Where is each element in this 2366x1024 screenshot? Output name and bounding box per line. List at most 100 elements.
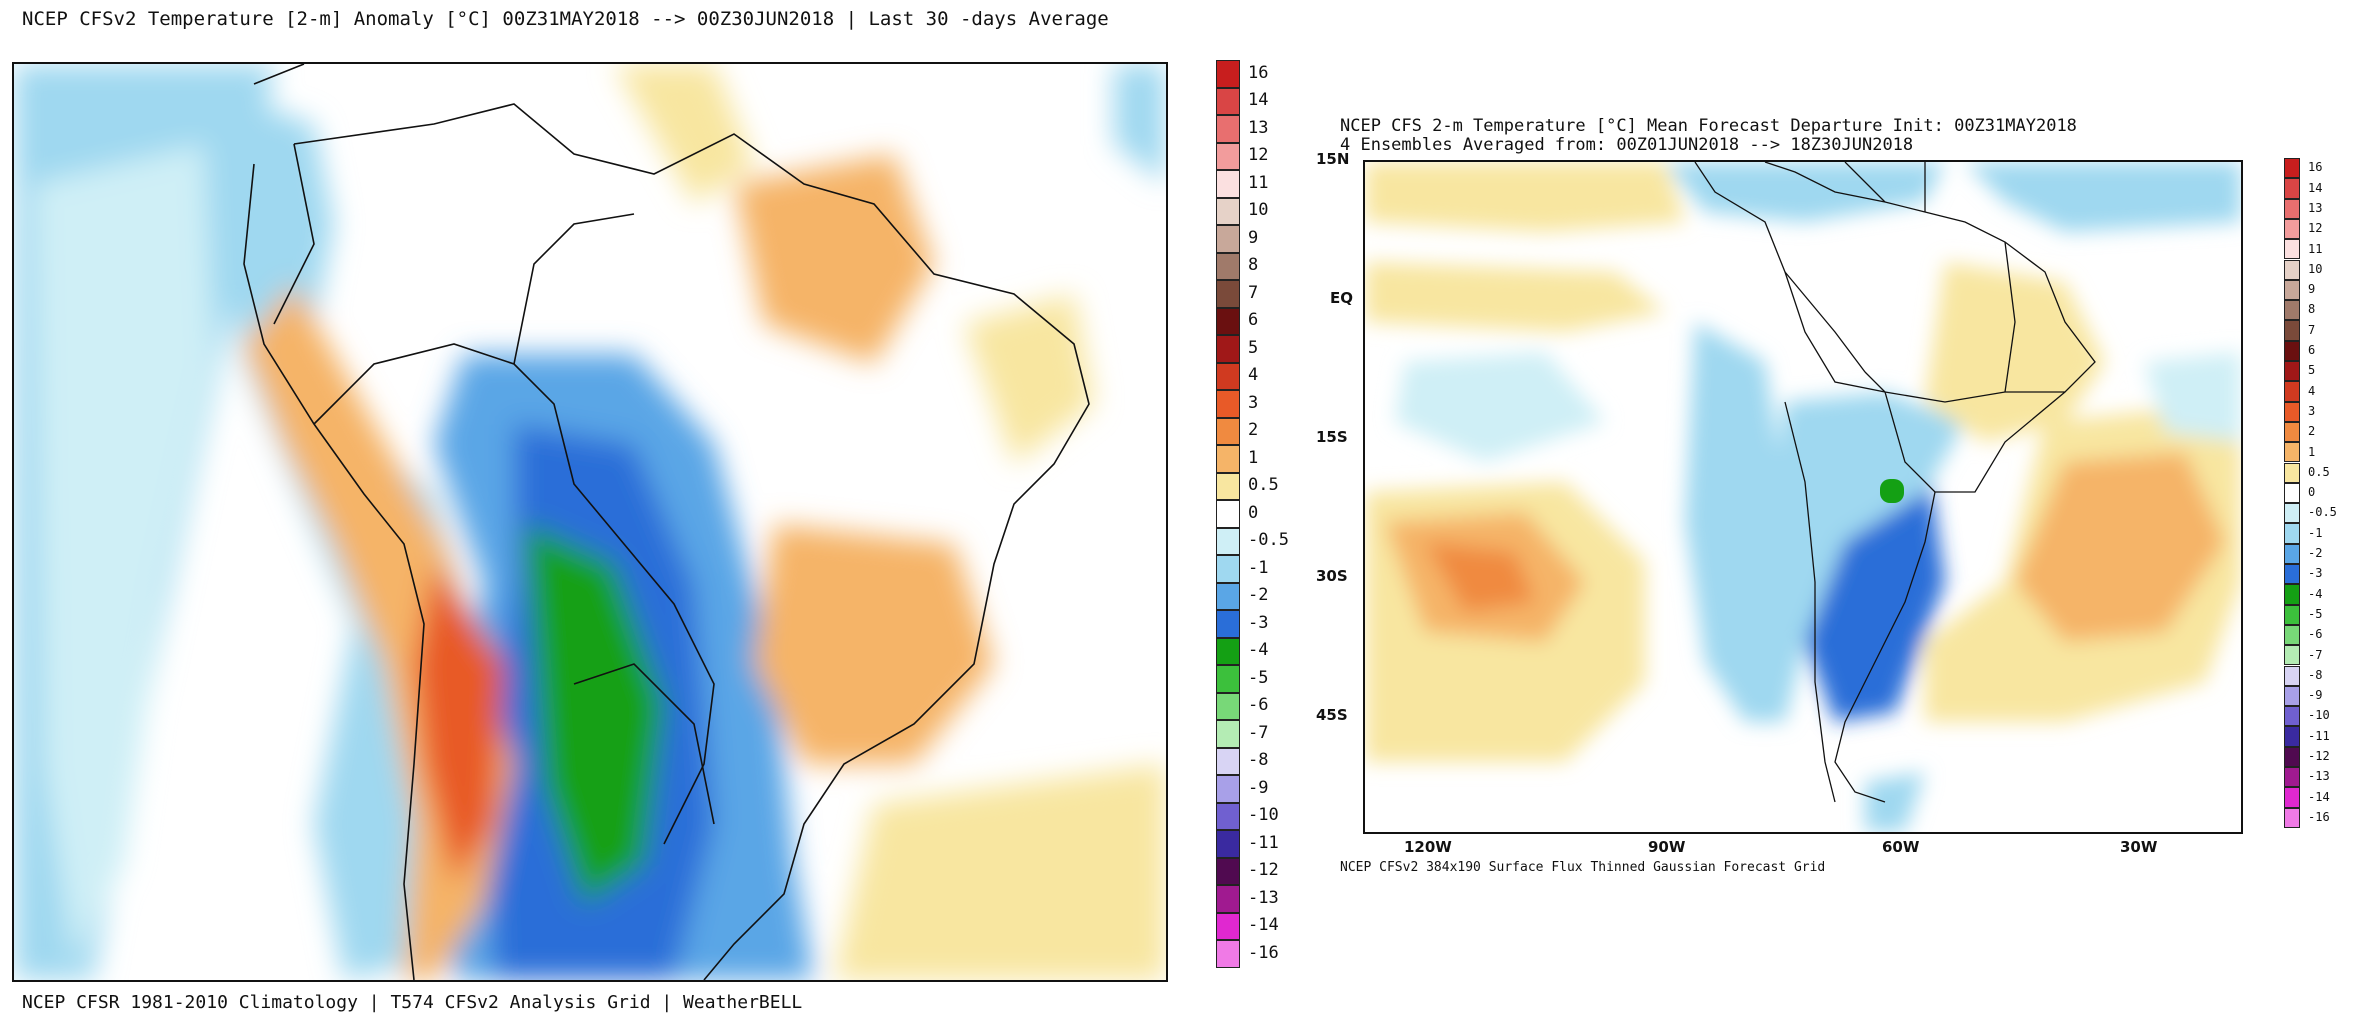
colorbar-label: 4 xyxy=(1248,365,1259,386)
colorbar-label: 10 xyxy=(2308,261,2323,276)
colorbar-label: 6 xyxy=(2308,343,2316,358)
colorbar-label: -16 xyxy=(2308,809,2330,824)
colorbar-swatch xyxy=(1216,225,1240,253)
colorbar-swatch xyxy=(2284,767,2300,788)
colorbar-label: 8 xyxy=(1248,255,1259,276)
colorbar-swatch xyxy=(1216,527,1240,555)
colorbar-label: 12 xyxy=(2308,221,2323,236)
colorbar-label: 6 xyxy=(1248,310,1259,331)
left-map-canvas xyxy=(14,64,1166,980)
colorbar-swatch xyxy=(1216,802,1240,830)
lat-label-45s: 45S xyxy=(1316,706,1348,724)
colorbar-swatch xyxy=(1216,555,1240,583)
colorbar-label: -13 xyxy=(2308,769,2330,784)
colorbar-label: 12 xyxy=(1248,145,1269,166)
colorbar-swatch xyxy=(2284,340,2300,361)
right-forecast-map xyxy=(1363,160,2243,834)
colorbar-swatch xyxy=(1216,500,1240,528)
colorbar-label: -6 xyxy=(1248,695,1269,716)
lon-label-90w: 90W xyxy=(1648,838,1686,856)
lon-label-30w: 30W xyxy=(2120,838,2158,856)
colorbar-label: -4 xyxy=(2308,586,2323,601)
colorbar-swatch xyxy=(2284,381,2300,402)
colorbar-swatch xyxy=(1216,582,1240,610)
colorbar-swatch xyxy=(2284,462,2300,483)
colorbar-swatch xyxy=(1216,87,1240,115)
colorbar-swatch xyxy=(2284,158,2300,179)
colorbar-label: -0.5 xyxy=(1248,530,1289,551)
colorbar-swatch xyxy=(1216,610,1240,638)
colorbar-label: -7 xyxy=(1248,722,1269,743)
colorbar-swatch xyxy=(2284,300,2300,321)
colorbar-swatch xyxy=(2284,604,2300,625)
colorbar-label: -0.5 xyxy=(2308,505,2337,520)
colorbar-label: -14 xyxy=(1248,915,1279,936)
colorbar-label: -7 xyxy=(2308,647,2323,662)
colorbar-swatch xyxy=(1216,472,1240,500)
colorbar-swatch xyxy=(2284,503,2300,524)
colorbar-label: -11 xyxy=(2308,728,2330,743)
colorbar-label: 11 xyxy=(1248,172,1269,193)
left-map-footer: NCEP CFSR 1981-2010 Climatology | T574 C… xyxy=(22,992,803,1013)
colorbar-label: 1 xyxy=(1248,447,1259,468)
right-map-title-line2: 4 Ensembles Averaged from: 00Z01JUN2018 … xyxy=(1340,135,1914,155)
colorbar-swatch xyxy=(1216,362,1240,390)
colorbar-label: 8 xyxy=(2308,302,2316,317)
colorbar-label: -13 xyxy=(1248,887,1279,908)
colorbar-swatch xyxy=(1216,830,1240,858)
colorbar-label: 16 xyxy=(1248,62,1269,83)
right-map-canvas xyxy=(1365,162,2241,832)
colorbar-label: -9 xyxy=(1248,777,1269,798)
colorbar-swatch xyxy=(2284,361,2300,382)
colorbar-swatch xyxy=(2284,645,2300,666)
colorbar-swatch xyxy=(1216,335,1240,363)
colorbar-swatch xyxy=(2284,543,2300,564)
colorbar-label: 2 xyxy=(2308,424,2316,439)
colorbar-swatch xyxy=(2284,706,2300,727)
colorbar-swatch xyxy=(1216,747,1240,775)
colorbar-swatch xyxy=(2284,584,2300,605)
colorbar-swatch xyxy=(2284,198,2300,219)
colorbar-label: 3 xyxy=(1248,392,1259,413)
colorbar-label: 1 xyxy=(2308,444,2316,459)
colorbar-swatch xyxy=(1216,692,1240,720)
colorbar-swatch xyxy=(1216,197,1240,225)
right-map-footer: NCEP CFSv2 384x190 Surface Flux Thinned … xyxy=(1340,860,1826,875)
colorbar-swatch xyxy=(2284,665,2300,686)
lat-label-eq: EQ xyxy=(1330,289,1353,307)
colorbar-label: -1 xyxy=(1248,557,1269,578)
colorbar-swatch xyxy=(2284,178,2300,199)
colorbar-label: 10 xyxy=(1248,200,1269,221)
lat-label-15n: 15N xyxy=(1316,150,1350,168)
colorbar-label: -2 xyxy=(1248,585,1269,606)
colorbar-label: 7 xyxy=(1248,282,1259,303)
colorbar-swatch xyxy=(1216,637,1240,665)
colorbar-swatch xyxy=(1216,775,1240,803)
colorbar-label: -12 xyxy=(1248,860,1279,881)
colorbar-swatch xyxy=(2284,442,2300,463)
colorbar-label: 13 xyxy=(2308,200,2323,215)
colorbar-swatch xyxy=(1216,940,1240,968)
colorbar-swatch xyxy=(2284,218,2300,240)
colorbar-swatch xyxy=(2284,279,2300,301)
colorbar-label: 3 xyxy=(2308,403,2316,418)
colorbar-label: -3 xyxy=(1248,612,1269,633)
colorbar-swatch xyxy=(2284,239,2300,260)
colorbar-label: 5 xyxy=(1248,337,1259,358)
colorbar-label: 4 xyxy=(2308,383,2316,398)
colorbar-label: 2 xyxy=(1248,420,1259,441)
colorbar-label: 0 xyxy=(2308,485,2316,500)
colorbar-swatch xyxy=(1216,252,1240,280)
colorbar-label: -3 xyxy=(2308,566,2323,581)
colorbar-swatch xyxy=(1216,417,1240,445)
lat-label-30s: 30S xyxy=(1316,567,1348,585)
colorbar-swatch xyxy=(2284,421,2300,443)
left-anomaly-map xyxy=(12,62,1168,982)
colorbar-swatch xyxy=(2284,746,2300,767)
colorbar-label: 0.5 xyxy=(2308,464,2330,479)
colorbar-label: 7 xyxy=(2308,322,2316,337)
colorbar-swatch xyxy=(2284,259,2300,280)
colorbar-label: -11 xyxy=(1248,832,1279,853)
colorbar-swatch xyxy=(1216,170,1240,198)
colorbar-label: -16 xyxy=(1248,942,1279,963)
